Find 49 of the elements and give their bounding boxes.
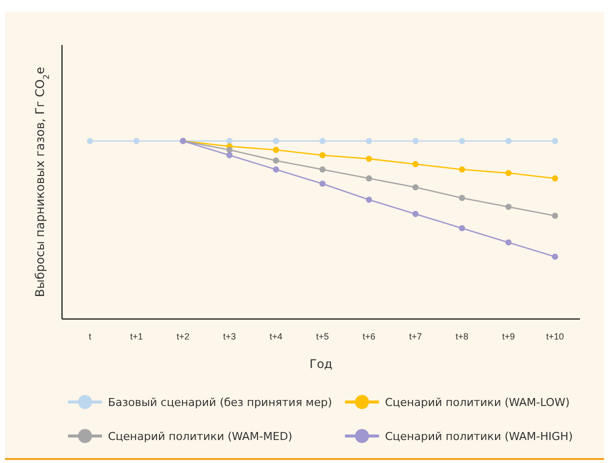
point xyxy=(458,138,466,144)
point xyxy=(226,152,233,158)
legend-label: Сценарий политики (WAM-HIGH) xyxy=(385,430,573,443)
point xyxy=(458,166,466,173)
point xyxy=(552,175,558,182)
point xyxy=(272,146,280,153)
point xyxy=(366,175,372,182)
point xyxy=(86,138,94,144)
x-tick-label: t+1 xyxy=(130,331,143,342)
point xyxy=(319,180,326,187)
point xyxy=(366,138,372,144)
point xyxy=(319,152,326,158)
point xyxy=(505,204,512,210)
legend-label: Сценарий политики (WAM-MED) xyxy=(108,430,292,443)
point xyxy=(458,225,466,232)
point xyxy=(366,156,372,162)
x-tick-label: t+7 xyxy=(409,331,422,342)
x-tick-label: t xyxy=(88,331,92,342)
point xyxy=(552,138,558,144)
point xyxy=(412,161,419,168)
point xyxy=(272,166,280,173)
point xyxy=(319,166,326,173)
point xyxy=(552,254,558,260)
x-tick-label: t+6 xyxy=(362,331,376,342)
point xyxy=(226,146,233,153)
point xyxy=(272,157,280,164)
point xyxy=(133,138,140,144)
point xyxy=(505,138,512,144)
x-tick-label: t+4 xyxy=(270,331,282,342)
x-tick-label: t+8 xyxy=(456,331,468,342)
point xyxy=(412,210,419,218)
x-tick-label: t+3 xyxy=(223,331,236,342)
x-axis-title: Год xyxy=(310,357,332,371)
legend-label: Базовый сценарий (без принятия мер) xyxy=(108,396,332,409)
x-tick-label: t+10 xyxy=(546,331,564,342)
point xyxy=(552,212,558,219)
point xyxy=(319,138,326,144)
x-tick-label: t+9 xyxy=(502,331,515,342)
point xyxy=(226,138,233,144)
point xyxy=(366,196,372,203)
legend-label: Сценарий политики (WAM-LOW) xyxy=(385,396,570,409)
point xyxy=(505,239,512,246)
point xyxy=(412,138,419,144)
x-tick-label: t+2 xyxy=(176,331,190,342)
point xyxy=(505,170,512,176)
x-tick-label: t+5 xyxy=(316,331,329,342)
point xyxy=(458,194,466,202)
point xyxy=(272,138,280,144)
point xyxy=(412,184,419,190)
